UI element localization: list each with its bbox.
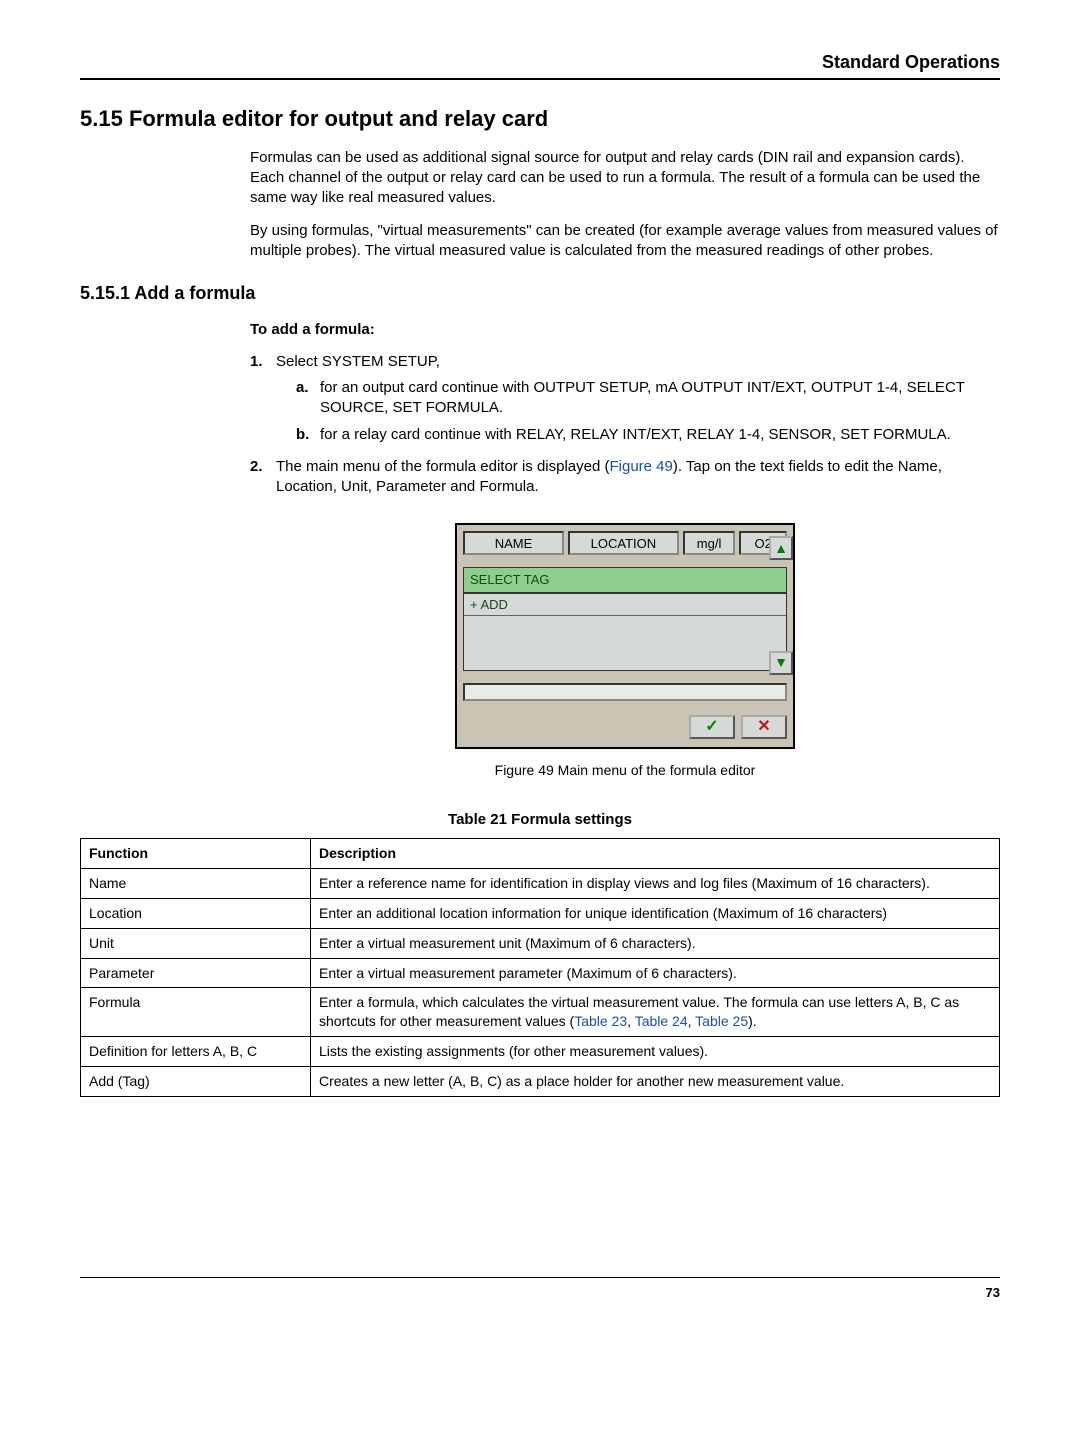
scroll-down-button[interactable]: ▼	[769, 651, 793, 675]
unit-field[interactable]: mg/l	[683, 531, 736, 555]
cell-func: Location	[81, 898, 311, 928]
substep-b-text: for a relay card continue with RELAY, RE…	[320, 425, 1000, 445]
step-number: 1.	[250, 352, 276, 451]
table-row: Location Enter an additional location in…	[81, 898, 1000, 928]
table-row: Formula Enter a formula, which calculate…	[81, 988, 1000, 1037]
cell-func: Name	[81, 868, 311, 898]
cell-func: Definition for letters A, B, C	[81, 1037, 311, 1067]
cell-func: Add (Tag)	[81, 1067, 311, 1097]
figure-link[interactable]: Figure 49	[610, 458, 673, 475]
cell-desc: Enter a virtual measurement parameter (M…	[311, 958, 1000, 988]
lead-bold: To add a formula:	[250, 320, 1000, 340]
subsection-number: 5.15.1	[80, 283, 130, 303]
table-link[interactable]: Table 24	[635, 1013, 688, 1029]
cell-desc: Lists the existing assignments (for othe…	[311, 1037, 1000, 1067]
substep-letter: a.	[296, 378, 320, 419]
substep-letter: b.	[296, 425, 320, 445]
cell-desc: Enter an additional location information…	[311, 898, 1000, 928]
check-icon: ✓	[705, 716, 718, 738]
table-row: Parameter Enter a virtual measurement pa…	[81, 958, 1000, 988]
page-number: 73	[80, 1277, 1000, 1302]
cell-desc: Enter a virtual measurement unit (Maximu…	[311, 928, 1000, 958]
step-1-text: Select SYSTEM SETUP,	[276, 353, 440, 370]
intro-paragraph-1: Formulas can be used as additional signa…	[250, 148, 1000, 209]
formula-field[interactable]	[463, 683, 787, 701]
close-icon: ✕	[757, 716, 770, 738]
step-1: 1. Select SYSTEM SETUP, a. for an output…	[250, 352, 1000, 451]
table-row: Definition for letters A, B, C Lists the…	[81, 1037, 1000, 1067]
location-field[interactable]: LOCATION	[568, 531, 679, 555]
arrow-down-icon: ▼	[774, 653, 788, 672]
cell-func: Formula	[81, 988, 311, 1037]
cell-desc: Enter a formula, which calculates the vi…	[311, 988, 1000, 1037]
substep-b: b. for a relay card continue with RELAY,…	[296, 425, 1000, 445]
cell-func: Unit	[81, 928, 311, 958]
table-link[interactable]: Table 23	[574, 1013, 627, 1029]
substep-a: a. for an output card continue with OUTP…	[296, 378, 1000, 419]
subsection-heading: 5.15.1 Add a formula	[80, 281, 1000, 305]
table-row: Add (Tag) Creates a new letter (A, B, C)…	[81, 1067, 1000, 1097]
table-row: Name Enter a reference name for identifi…	[81, 868, 1000, 898]
name-field[interactable]: NAME	[463, 531, 564, 555]
scroll-up-button[interactable]: ▲	[769, 536, 793, 560]
table-row: Unit Enter a virtual measurement unit (M…	[81, 928, 1000, 958]
arrow-up-icon: ▲	[774, 539, 788, 558]
tag-list[interactable]: + ADD	[463, 593, 787, 671]
select-tag-bar: SELECT TAG	[463, 567, 787, 593]
step-2: 2. The main menu of the formula editor i…	[250, 457, 1000, 498]
cell-func: Parameter	[81, 958, 311, 988]
cell-desc: Enter a reference name for identificatio…	[311, 868, 1000, 898]
cell-desc: Creates a new letter (A, B, C) as a plac…	[311, 1067, 1000, 1097]
formula-settings-table: Function Description Name Enter a refere…	[80, 838, 1000, 1097]
ok-button[interactable]: ✓	[689, 715, 735, 739]
th-description: Description	[311, 838, 1000, 868]
table-title: Table 21 Formula settings	[80, 810, 1000, 830]
section-title-text: Formula editor for output and relay card	[129, 106, 548, 131]
list-item-add[interactable]: + ADD	[464, 594, 786, 617]
intro-paragraph-2: By using formulas, "virtual measurements…	[250, 221, 1000, 262]
section-heading: 5.15 Formula editor for output and relay…	[80, 104, 1000, 134]
figure-caption: Figure 49 Main menu of the formula edito…	[250, 761, 1000, 780]
formula-editor-ui: NAME LOCATION mg/l O2 SELECT TAG + ADD ▲…	[455, 523, 795, 749]
th-function: Function	[81, 838, 311, 868]
substep-a-text: for an output card continue with OUTPUT …	[320, 378, 1000, 419]
table-link[interactable]: Table 25	[695, 1013, 748, 1029]
cancel-button[interactable]: ✕	[741, 715, 787, 739]
section-number: 5.15	[80, 106, 123, 131]
subsection-title-text: Add a formula	[134, 283, 255, 303]
page-header-title: Standard Operations	[80, 50, 1000, 74]
step-2-text-before: The main menu of the formula editor is d…	[276, 458, 610, 475]
step-number: 2.	[250, 457, 276, 498]
